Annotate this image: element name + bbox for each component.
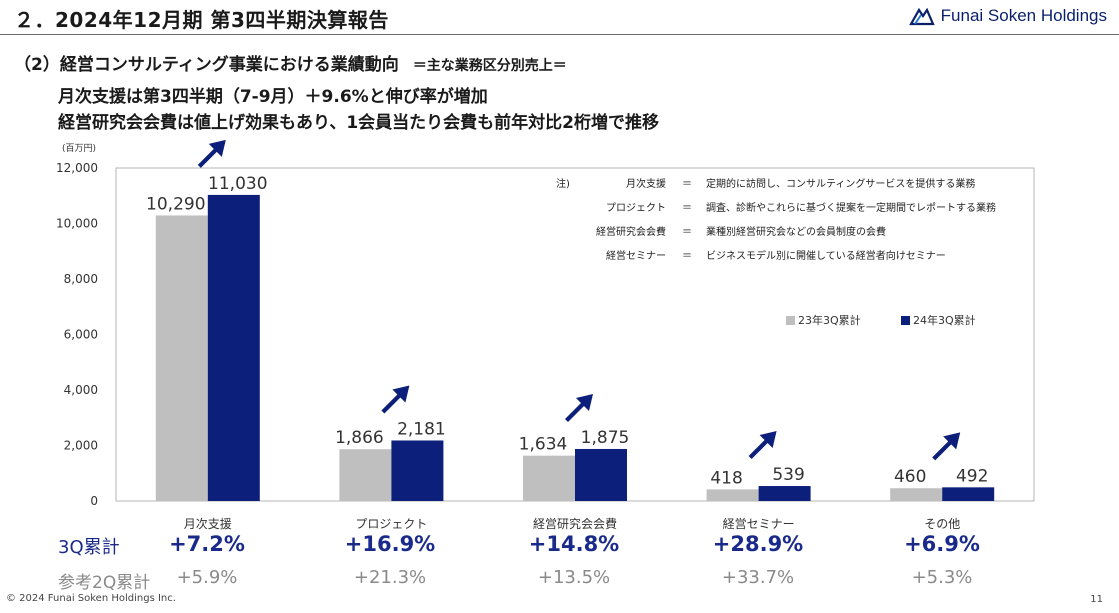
notes-head: 注) [556, 179, 570, 190]
category-label: 経営セミナー [723, 517, 795, 531]
bar-value-label: 1,875 [581, 428, 630, 448]
trend-up-arrow-icon [381, 385, 410, 414]
legend-swatch [786, 316, 795, 325]
legend-label: 23年3Q累計 [798, 313, 861, 327]
logo-text: Funai Soken Holdings [940, 6, 1107, 25]
trend-arrow-shape [932, 432, 961, 461]
y-tick-label: 10,000 [56, 217, 98, 231]
note-equals: ＝ [682, 203, 692, 214]
trend-arrow-shape [565, 393, 593, 422]
bar-23q3 [155, 215, 208, 501]
bar-value-label: 418 [710, 468, 742, 488]
bar-value-label: 492 [956, 466, 988, 486]
row-label-3q: 3Q累計 [58, 537, 120, 558]
note-term: 経営セミナー [606, 251, 666, 262]
section-heading: （2）経営コンサルティング事業における業績動向 ＝主な業務区分別売上＝ [14, 50, 567, 75]
growth-3q-value: +6.9% [904, 532, 980, 556]
note-term: 月次支援 [626, 179, 666, 190]
growth-2q-value: +33.7% [721, 567, 795, 588]
note-term: 経営研究会会費 [596, 227, 666, 238]
growth-2q-value: +13.5% [537, 567, 611, 588]
trend-up-arrow-icon [932, 432, 961, 461]
bar-value-label: 1,866 [335, 428, 384, 448]
y-tick-label: 2,000 [64, 439, 98, 453]
note-description: 調査、診断やこれらに基づく提案を一定期間でレポートする業務 [706, 203, 996, 214]
trend-arrow-shape [381, 385, 410, 414]
funai-logo-icon [908, 7, 935, 26]
growth-3q-value: +14.8% [528, 532, 620, 556]
lead-line-2: 経営研究会会費は値上げ効果もあり、1会員当たり会費も前年対比2桁増で推移 [58, 113, 659, 133]
category-label: その他 [924, 517, 960, 531]
row-label-2q: 参考2Q累計 [58, 573, 151, 593]
trend-arrow-shape [748, 431, 777, 460]
bar-23q3 [890, 488, 943, 501]
bar-value-label: 460 [894, 467, 926, 487]
note-term: プロジェクト [606, 203, 666, 214]
y-tick-label: 12,000 [56, 161, 98, 175]
note-equals: ＝ [682, 251, 692, 262]
page-title: ２．2024年12月期 第3四半期決算報告 [14, 8, 389, 32]
company-logo: Funai Soken Holdings [908, 6, 1107, 26]
bar-24q3 [758, 486, 811, 501]
bar-23q3 [706, 489, 759, 501]
bar-23q3 [339, 449, 392, 501]
page-number: 11 [1090, 594, 1103, 605]
note-description: 業種別経営研究会などの会員制度の会費 [706, 227, 886, 238]
growth-3q-value: +7.2% [169, 532, 245, 556]
category-label: 経営研究会会費 [533, 516, 617, 531]
note-description: 定期的に訪問し、コンサルティングサービスを提供する業務 [706, 179, 976, 190]
category-label: 月次支援 [184, 517, 232, 531]
category-label: プロジェクト [355, 517, 427, 531]
bar-24q3 [942, 487, 995, 501]
bar-value-label: 1,634 [519, 435, 568, 455]
bar-24q3 [207, 194, 260, 502]
bar-value-label: 539 [772, 465, 804, 485]
y-axis-unit-label: (百万円) [62, 143, 96, 154]
bar-24q3 [391, 440, 444, 501]
growth-2q-value: +5.9% [176, 567, 238, 588]
growth-2q-value: +5.3% [911, 567, 973, 588]
bar-value-label: 11,030 [208, 174, 267, 194]
y-tick-label: 6,000 [64, 328, 98, 342]
bar-23q3 [523, 455, 575, 501]
section-heading-text: （2）経営コンサルティング事業における業績動向 [14, 55, 399, 75]
section-subheading: ＝主な業務区分別売上＝ [412, 58, 567, 74]
lead-line-1: 月次支援は第3四半期（7-9月）＋9.6%と伸び率が増加 [58, 87, 488, 107]
y-tick-label: 0 [90, 494, 98, 508]
legend-swatch [901, 316, 910, 325]
trend-up-arrow-icon [197, 139, 226, 168]
growth-2q-value: +21.3% [353, 567, 427, 588]
legend-label: 24年3Q累計 [913, 313, 976, 327]
growth-3q-value: +28.9% [712, 532, 804, 556]
y-tick-label: 4,000 [64, 383, 98, 397]
trend-up-arrow-icon [748, 431, 777, 460]
note-equals: ＝ [682, 179, 692, 190]
note-description: ビジネスモデル別に開催している経営者向けセミナー [706, 251, 946, 262]
header-divider [0, 34, 1119, 35]
bar-24q3 [575, 448, 627, 501]
growth-3q-value: +16.9% [344, 532, 436, 556]
y-tick-label: 8,000 [64, 272, 98, 286]
bar-value-label: 2,181 [397, 419, 446, 439]
trend-arrow-shape [197, 139, 226, 168]
copyright: © 2024 Funai Soken Holdings Inc. [6, 593, 176, 604]
note-equals: ＝ [682, 227, 692, 238]
bar-value-label: 10,290 [146, 194, 205, 214]
trend-up-arrow-icon [565, 393, 593, 422]
